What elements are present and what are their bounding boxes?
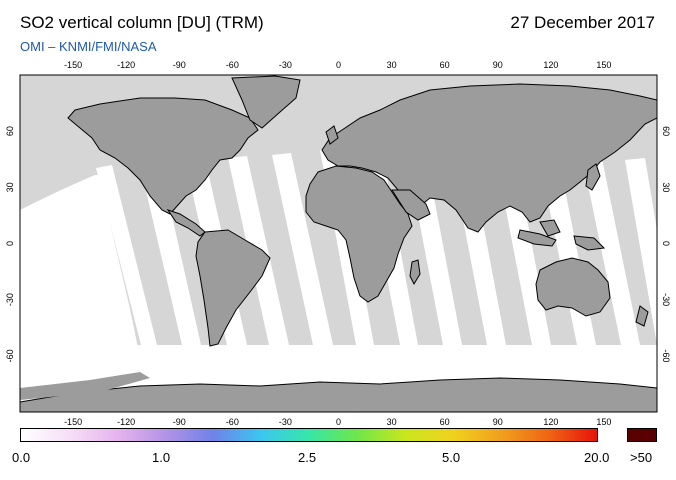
left-lat-label: 0 [5,241,15,246]
graticule-labels: -150 -150 -120 -120 -90 -90 -60 -60 -30 -30 0 0 30 30… [5,60,671,425]
bottom-lon-label: 30 [387,417,397,425]
colorbar-overflow-box [627,428,657,442]
colorbar-label-3: 5.0 [442,450,461,465]
bottom-lon-label: -90 [173,417,186,425]
south-america-land [195,229,271,347]
bottom-lon-label: 120 [543,417,558,425]
no-data-region-west [20,175,140,360]
top-lon-label: -120 [117,60,135,70]
north-america-land [67,97,259,215]
antarctic-peninsula-band [20,372,150,400]
right-lat-label: 60 [661,126,671,136]
british-isles-land [325,125,339,145]
left-lat-label: -30 [5,293,15,306]
map-title: SO2 vertical column [DU] (TRM) [20,13,264,32]
top-lon-label: 0 [336,60,341,70]
top-lon-label: -90 [173,60,186,70]
arabia-land [391,189,431,221]
right-lat-label: 30 [661,182,671,192]
madagascar-land [409,259,421,286]
bottom-lon-label: -120 [117,417,135,425]
left-lat-label: 60 [5,126,15,136]
so2-colorbar [20,428,598,442]
bottom-lon-label: 150 [596,417,611,425]
left-lat-label: -60 [5,349,15,362]
left-lat-label: 30 [5,182,15,192]
right-lat-label: -30 [661,293,671,306]
bottom-lon-label: -150 [64,417,82,425]
antarctica-land [20,377,657,412]
borneo-land [539,219,561,237]
right-lat-label: -60 [661,349,671,362]
top-lon-label: -150 [64,60,82,70]
central-america-land [166,209,206,237]
africa-land [305,165,413,303]
map-frame [19,74,658,413]
top-lon-label: 60 [440,60,450,70]
japan-land [585,163,601,191]
bottom-lon-label: -60 [226,417,239,425]
australia-land [535,257,611,317]
right-lat-label: 0 [661,241,671,246]
new-guinea-land [573,235,606,251]
bottom-lon-label: -30 [279,417,292,425]
top-lon-label: -30 [279,60,292,70]
new-zealand-land [635,305,649,327]
bottom-lon-label: 90 [493,417,503,425]
indonesia-land [517,229,557,247]
top-lon-label: 150 [596,60,611,70]
bottom-lon-label: 60 [440,417,450,425]
colorbar-label-5: >50 [630,450,653,465]
top-lon-label: 30 [387,60,397,70]
top-lon-label: -60 [226,60,239,70]
so2-world-map: -150 -150 -120 -120 -90 -90 -60 -60 -30 -30 0 0 30 30… [5,60,671,425]
land-masses [20,75,657,412]
top-lon-label: 120 [543,60,558,70]
bottom-lon-label: 0 [336,417,341,425]
greenland-land [231,75,301,129]
top-lon-label: 90 [493,60,503,70]
data-source-credit: OMI – KNMI/FMI/NASA [20,39,157,54]
colorbar-label-0: 0.0 [12,450,31,465]
map-area [20,75,657,412]
colorbar-label-1: 1.0 [152,450,171,465]
colorbar-label-2: 2.5 [298,450,317,465]
map-date: 27 December 2017 [510,13,655,32]
colorbar-label-4: 20.0 [584,450,610,465]
